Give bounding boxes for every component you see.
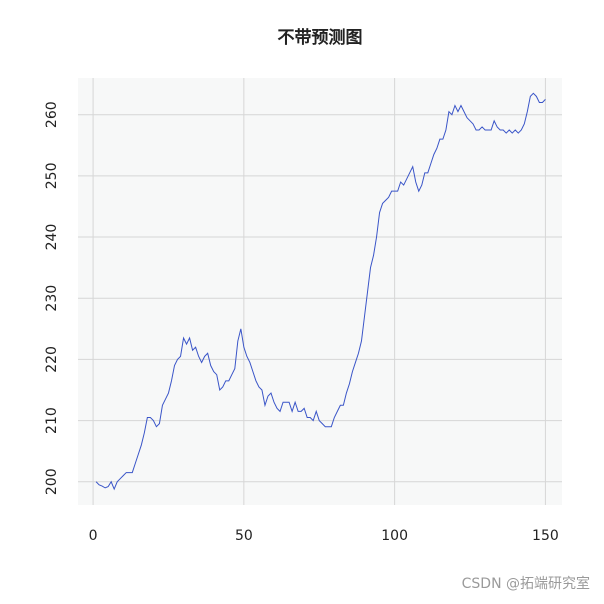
y-tick-label: 260: [44, 101, 60, 128]
x-tick-label: 100: [381, 528, 408, 544]
x-tick-label: 50: [235, 528, 253, 544]
watermark: CSDN @拓端研究室: [462, 575, 590, 592]
plot-area: [78, 78, 562, 505]
x-tick-label: 150: [532, 528, 559, 544]
chart-title: 不带预测图: [278, 27, 363, 48]
y-tick-label: 240: [44, 224, 60, 251]
y-tick-label: 220: [44, 346, 60, 373]
y-tick-label: 250: [44, 163, 60, 190]
data-line: [95, 92, 546, 491]
x-tick-label: 0: [89, 528, 98, 544]
y-tick-label: 210: [44, 407, 60, 434]
y-tick-label: 200: [44, 468, 60, 495]
y-tick-label: 230: [44, 285, 60, 312]
